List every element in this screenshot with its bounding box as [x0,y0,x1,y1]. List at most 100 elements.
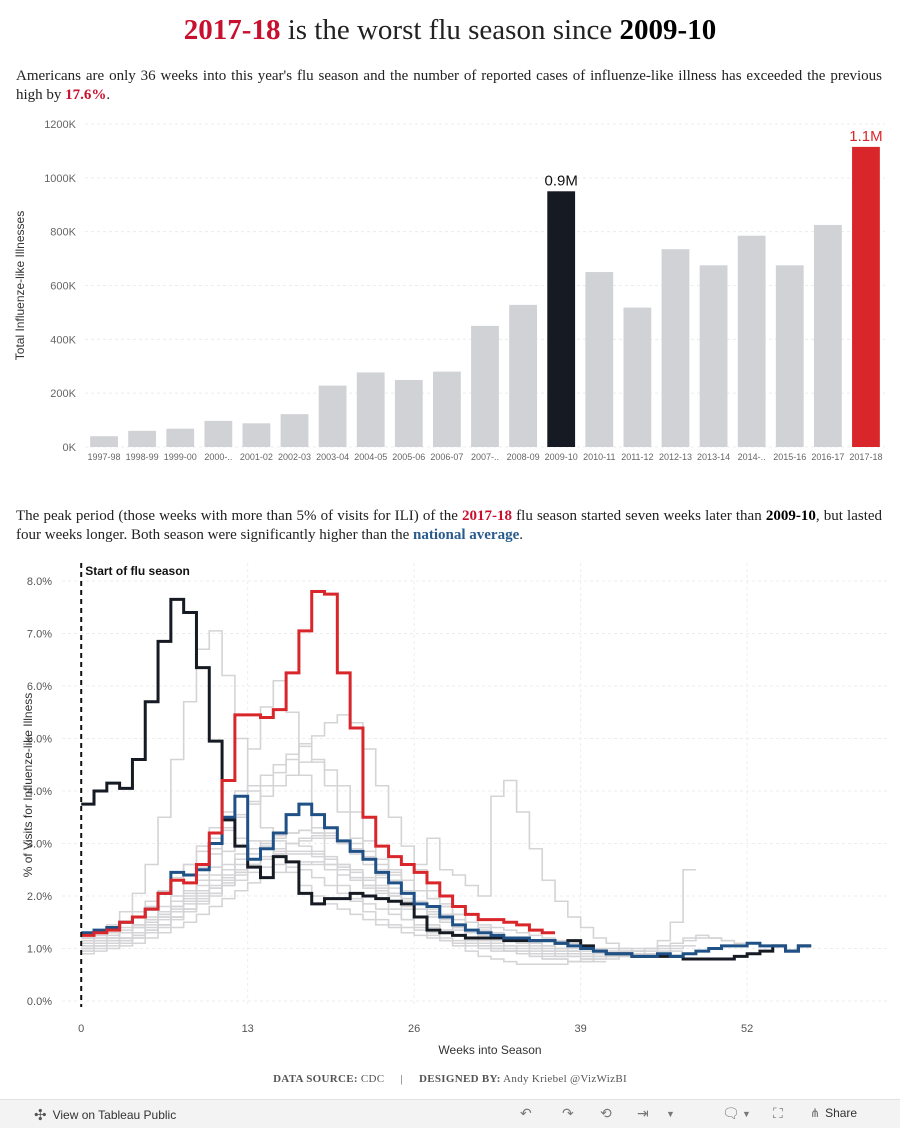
bar-2008-09 [509,304,537,447]
ili-total-bar-chart: 0K 200K 400K 600K 800K 1000K 1200K Total Influe… [13,119,885,462]
revert-icon[interactable]: ⟲ [600,1105,612,1121]
comment-icon[interactable]: 🗨 [722,1105,740,1121]
bar-xtick-label: 2008-09 [507,452,540,462]
peak-text-2: flu season started seven weeks later tha… [512,508,766,524]
line-ytick-label: 5.0% [27,734,52,746]
footer-designed-value: Andy Kriebel @VizWizBI [503,1073,627,1085]
peak-text-4: . [519,527,523,543]
footer-designed-label: DESIGNED BY: [418,1073,501,1085]
bar-xtick-label: 2013-14 [697,452,730,462]
line-ytick-label: 1.0% [27,944,52,956]
footer-credits: DATA SOURCE: CDC | DESIGNED BY: Andy Krieb… [0,1073,900,1085]
line-xtick-label: 26 [408,1023,420,1035]
peak-highlight-national-average: national average [412,527,520,543]
season-line-black [81,597,812,961]
redo-icon[interactable]: ↷ [562,1105,574,1121]
bar-ytick-label: 400K [50,334,76,346]
season-line-gray [81,829,696,958]
bar-ytick-label: 1200K [44,119,76,131]
bar-xtick-label: 2014-.. [738,452,766,462]
bar-2015-16 [775,265,804,447]
bar-xtick-label: 2009-10 [545,452,578,462]
bar-xtick-label: 2011-12 [621,452,653,462]
chevron-down-icon[interactable]: ▼ [666,1109,675,1119]
share-label: Share [825,1106,858,1120]
bar-ytick-label: 800K [50,227,76,239]
bar-2002-03 [280,414,309,447]
bar-2013-14 [699,265,728,447]
tableau-toolbar: ✣ View on Tableau Public ↶ ↷ ⟲ ⇥ ▼ 🗨 ▼ ⛶… [0,1099,900,1128]
intro-text: Americans are only 36 weeks into this ye… [16,68,882,103]
footer-separator: | [400,1073,403,1085]
line-xtick-label: 0 [78,1023,84,1035]
bar-xtick-label: 2010-11 [583,452,615,462]
bar-xtick-label: 2005-06 [392,452,425,462]
bar-xtick-label: 2006-07 [430,452,463,462]
bar-2012-13 [661,249,690,447]
bar-2009-10 [547,191,576,447]
bar-xtick-label: 2012-13 [659,452,692,462]
bar-data-label: 1.1M [849,128,882,145]
bar-xtick-label: 1999-00 [164,452,197,462]
line-ytick-label: 6.0% [27,681,52,693]
tableau-logo-icon: ✣ [34,1107,47,1124]
view-on-tableau-label: View on Tableau Public [52,1108,177,1122]
page-title: 2017-18 is the worst flu season since 20… [0,14,900,47]
bar-xtick-label: 2016-17 [811,452,844,462]
forward-icon[interactable]: ⇥ [637,1105,649,1121]
bar-2011-12 [623,307,652,447]
bar-ytick-label: 0K [63,442,77,454]
bar-xtick-label: 2015-16 [773,452,806,462]
line-ytick-label: 0.0% [27,996,52,1008]
peak-period-paragraph: The peak period (those weeks with more t… [16,507,882,545]
bar-ytick-label: 200K [50,388,76,400]
bar-2017-18 [852,146,880,448]
line-ytick-label: 4.0% [27,786,52,798]
bar-2007- [471,325,499,447]
bar-xtick-label: 2007-.. [471,452,499,462]
comment-dropdown-icon[interactable]: ▼ [742,1109,751,1119]
peak-text-1: The peak period (those weeks with more t… [16,508,463,524]
bar-2006-07 [433,371,461,447]
share-icon: ⋔ [810,1106,821,1120]
bar-ytick-label: 600K [50,281,76,293]
line-ytick-label: 3.0% [27,839,52,851]
peak-highlight-2017-18: 2017-18 [462,508,513,524]
undo-icon[interactable]: ↶ [520,1105,532,1121]
bar-1997-98 [90,436,118,447]
bar-ytick-label: 1000K [44,173,76,185]
peak-text-3: , but lasted four weeks longer. Both sea… [16,508,883,543]
intro-percent-highlight: 17.6% [65,87,107,103]
fullscreen-icon[interactable]: ⛶ [773,1105,783,1121]
line-y-axis-label: % of Visits for Influenze-like Illness [21,693,35,878]
line-ytick-label: 2.0% [27,891,52,903]
bar-2001-02 [242,423,271,447]
bar-2000- [204,420,233,447]
bar-xtick-label: 2001-02 [240,452,273,462]
share-button[interactable]: ⋔ Share [810,1106,857,1120]
bar-xtick-label: 2003-04 [316,452,349,462]
line-ytick-label: 8.0% [27,576,52,588]
season-line-red [81,590,556,937]
bar-1999-00 [166,428,195,447]
title-highlight-2017-18: 2017-18 [183,14,281,46]
bar-2005-06 [394,379,423,447]
bar-2003-04 [318,385,347,447]
view-on-tableau-link[interactable]: ✣ View on Tableau Public [34,1106,176,1124]
bar-2016-17 [813,224,842,447]
intro-end: . [106,87,111,103]
bar-2010-11 [585,272,614,447]
bar-data-label: 0.9M [545,172,578,189]
title-highlight-2009-10: 2009-10 [619,14,717,46]
line-x-axis-label: Weeks into Season [438,1043,541,1057]
title-middle-text: is the worst flu season since [280,14,620,46]
ili-weekly-line-chart: 0.0% 1.0% 2.0% 3.0% 4.0% 5.0% 6.0% 7.0% 8.0% 0 13 2… [21,563,888,1057]
footer-source-label: DATA SOURCE: [273,1073,358,1085]
bar-2004-05 [356,372,385,447]
bar-1998-99 [128,430,157,447]
bar-xtick-label: 2017-18 [849,452,882,462]
bar-xtick-label: 2002-03 [278,452,311,462]
line-xtick-label: 13 [242,1023,254,1035]
bar-xtick-label: 1998-99 [126,452,159,462]
bar-xtick-label: 1997-98 [88,452,121,462]
